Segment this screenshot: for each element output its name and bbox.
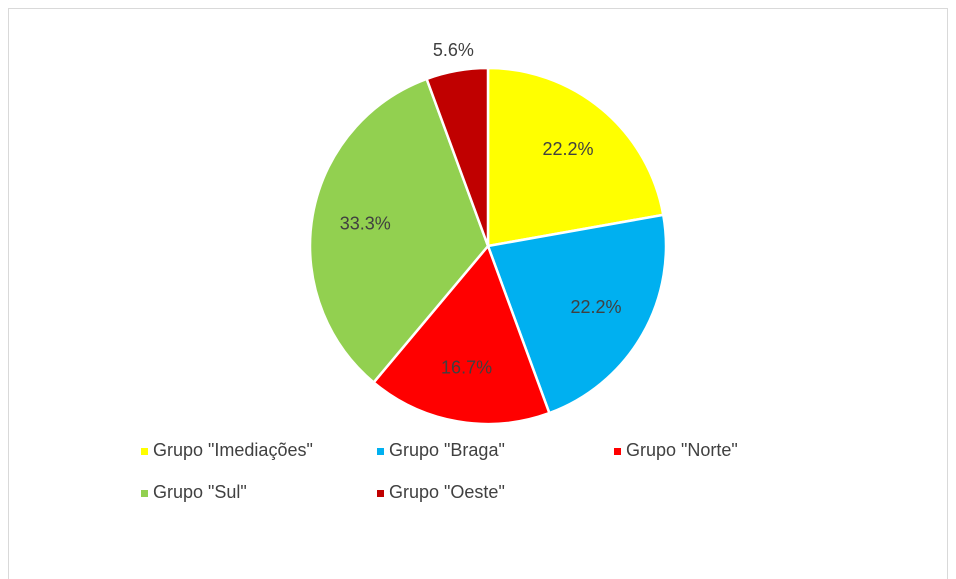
legend-swatch	[141, 490, 148, 497]
legend-label: Grupo "Sul"	[153, 482, 247, 502]
data-label: 22.2%	[571, 297, 622, 317]
data-label: 22.2%	[543, 139, 594, 159]
data-label: 33.3%	[340, 213, 391, 233]
legend-label: Grupo "Braga"	[389, 440, 505, 460]
pie-slice	[486, 66, 665, 248]
data-label: 5.6%	[433, 40, 474, 60]
legend-swatch	[614, 448, 621, 455]
legend-swatch	[377, 448, 384, 455]
pie-slice	[425, 66, 490, 247]
legend-swatch	[141, 448, 148, 455]
legend-swatch	[377, 490, 384, 497]
pie-slice	[486, 213, 668, 415]
data-label: 16.7%	[441, 357, 492, 377]
legend-label: Grupo "Oeste"	[389, 482, 505, 502]
legend-label: Grupo "Norte"	[626, 440, 738, 460]
legend-label: Grupo "Imediações"	[153, 440, 313, 460]
pie-slice	[308, 77, 490, 385]
pie-slice	[371, 243, 551, 426]
